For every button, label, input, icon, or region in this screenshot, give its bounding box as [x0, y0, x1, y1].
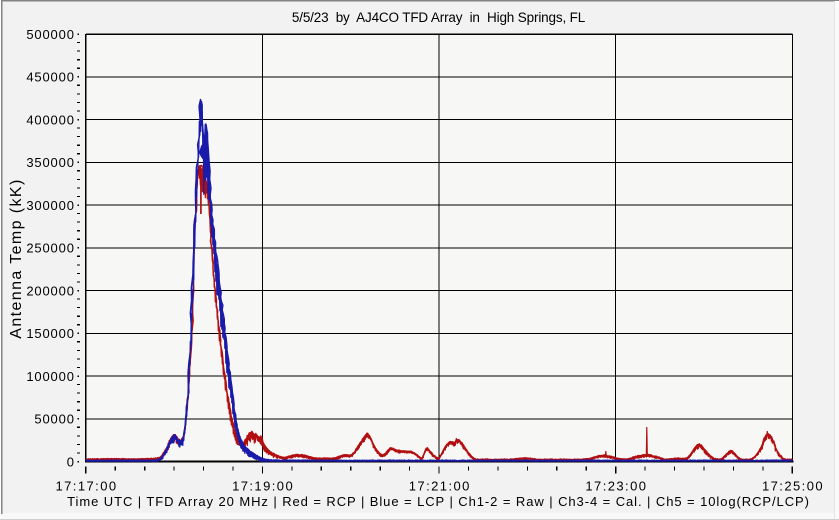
svg-text:Antenna Temp (kK): Antenna Temp (kK) — [8, 178, 25, 338]
svg-text:300000: 300000 — [26, 198, 74, 213]
svg-text:17:25:00: 17:25:00 — [762, 479, 824, 494]
svg-text:250000: 250000 — [26, 241, 74, 256]
svg-text:150000: 150000 — [26, 326, 74, 341]
svg-text:350000: 350000 — [26, 155, 74, 170]
svg-text:17:19:00: 17:19:00 — [232, 479, 294, 494]
svg-text:400000: 400000 — [26, 112, 74, 127]
svg-text:200000: 200000 — [26, 283, 74, 298]
svg-text:100000: 100000 — [26, 369, 74, 384]
svg-text:17:17:00: 17:17:00 — [55, 479, 117, 494]
svg-text:0: 0 — [67, 454, 75, 469]
svg-text:17:21:00: 17:21:00 — [409, 479, 471, 494]
svg-text:500000: 500000 — [26, 27, 74, 42]
svg-text:5/5/23 by AJ4CO TFD Array i: 5/5/23 by AJ4CO TFD Array in High Spring… — [292, 10, 586, 25]
svg-text:17:23:00: 17:23:00 — [585, 479, 647, 494]
svg-text:450000: 450000 — [26, 70, 74, 85]
svg-text:50000: 50000 — [34, 412, 74, 427]
svg-text:Time UTC | TFD Array 20 MHz |: Time UTC | TFD Array 20 MHz | Red = RCP … — [67, 494, 810, 509]
